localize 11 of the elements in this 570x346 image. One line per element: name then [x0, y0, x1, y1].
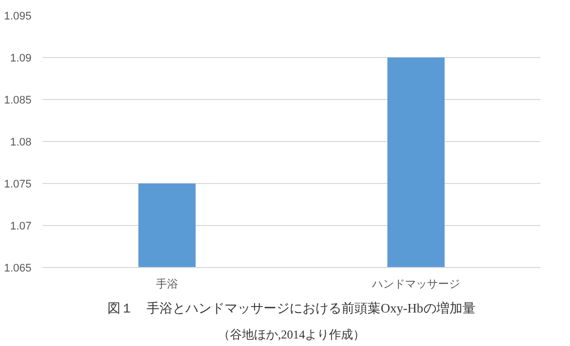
y-tick-label: 1.075	[4, 178, 32, 190]
y-tick-label: 1.08	[10, 136, 32, 148]
y-tick-label: 1.07	[10, 220, 32, 232]
text: （谷地ほか,2014より作成）	[218, 328, 365, 342]
y-tick-label: 1.095	[4, 10, 32, 22]
x-tick-label: ハンドマッサージ	[371, 278, 460, 290]
y-tick-label: 1.09	[10, 52, 32, 64]
y-tick-label: 1.085	[4, 94, 32, 106]
y-tick-label: 1.065	[4, 262, 32, 274]
caption: 図１ 手浴とハンドマッサージにおける前頭葉Oxy-Hbの増加量	[108, 300, 476, 316]
x-tick-label: 手浴	[156, 278, 178, 290]
